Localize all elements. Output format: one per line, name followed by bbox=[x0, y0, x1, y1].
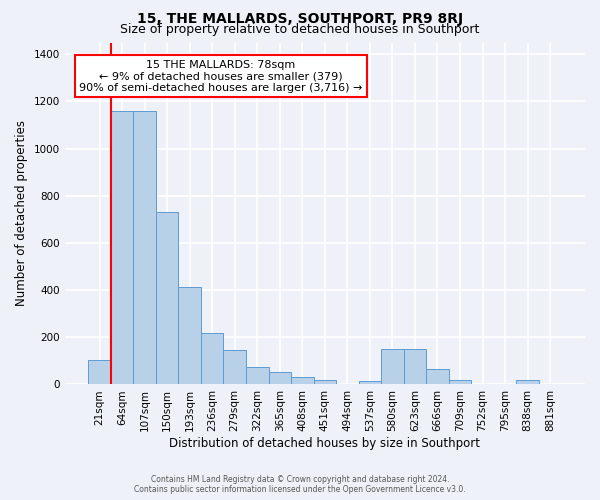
Bar bbox=[201, 332, 223, 384]
Bar bbox=[449, 380, 471, 384]
Bar bbox=[314, 380, 336, 384]
Text: 15 THE MALLARDS: 78sqm
← 9% of detached houses are smaller (379)
90% of semi-det: 15 THE MALLARDS: 78sqm ← 9% of detached … bbox=[79, 60, 362, 93]
Bar bbox=[516, 380, 539, 384]
Bar bbox=[246, 367, 269, 384]
Bar bbox=[111, 111, 133, 384]
Bar bbox=[426, 369, 449, 384]
Bar bbox=[133, 111, 156, 384]
Y-axis label: Number of detached properties: Number of detached properties bbox=[15, 120, 28, 306]
Bar bbox=[88, 360, 111, 384]
Bar bbox=[404, 349, 426, 384]
Bar bbox=[359, 381, 381, 384]
Bar bbox=[291, 378, 314, 384]
Bar bbox=[223, 350, 246, 384]
Bar bbox=[156, 212, 178, 384]
Bar bbox=[269, 372, 291, 384]
Text: Size of property relative to detached houses in Southport: Size of property relative to detached ho… bbox=[121, 22, 479, 36]
Bar bbox=[381, 349, 404, 384]
X-axis label: Distribution of detached houses by size in Southport: Distribution of detached houses by size … bbox=[169, 437, 481, 450]
Text: Contains HM Land Registry data © Crown copyright and database right 2024.
Contai: Contains HM Land Registry data © Crown c… bbox=[134, 474, 466, 494]
Text: 15, THE MALLARDS, SOUTHPORT, PR9 8RJ: 15, THE MALLARDS, SOUTHPORT, PR9 8RJ bbox=[137, 12, 463, 26]
Bar bbox=[178, 286, 201, 384]
